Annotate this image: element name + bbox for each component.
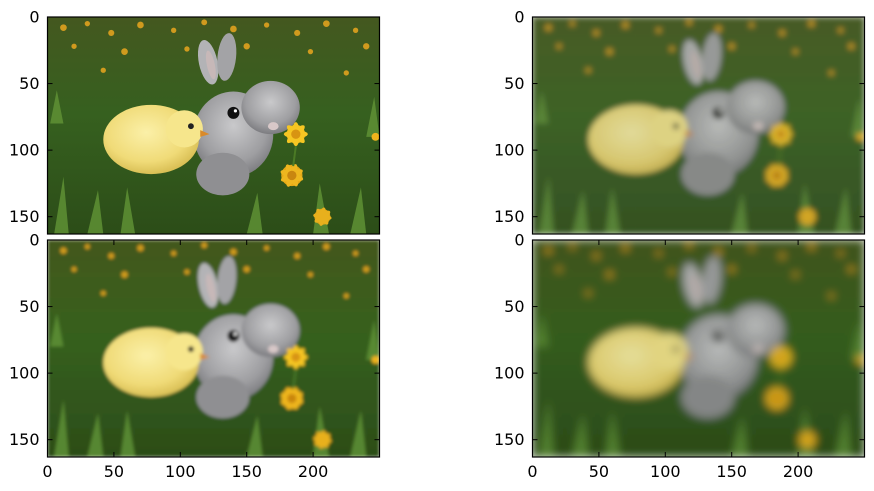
x-axis: 0 50 100 150 200 [42, 240, 328, 481]
axes-frame [46, 239, 381, 458]
x-tick-label: 100 [165, 462, 196, 481]
image-panel-original [47, 17, 380, 234]
x-tick-label: 150 [231, 462, 262, 481]
x-tick-label: 150 [716, 462, 747, 481]
y-tick-label: 100 [494, 364, 525, 383]
axes-frame [46, 16, 381, 235]
y-tick-label: 50 [19, 74, 39, 93]
subplot-bottom-right: 0 50 100 150 0 50 100 150 200 [494, 231, 866, 481]
y-axis: 0 50 100 150 [494, 8, 865, 226]
x-tick-label: 0 [527, 462, 537, 481]
y-tick-label: 50 [504, 297, 524, 316]
x-axis: 0 50 100 150 200 [527, 240, 813, 481]
x-tick-label: 100 [650, 462, 681, 481]
y-tick-label: 150 [494, 430, 525, 449]
subplot-top-left: 0 50 100 150 [9, 8, 381, 235]
y-tick-label: 150 [494, 207, 525, 226]
x-tick-label: 50 [589, 462, 609, 481]
image-panel-smoothed-1 [532, 17, 865, 234]
y-tick-label: 0 [29, 8, 39, 27]
y-tick-label: 150 [9, 430, 40, 449]
subplot-top-right: 0 50 100 150 [494, 8, 866, 235]
y-tick-label: 0 [514, 8, 524, 27]
y-tick-label: 100 [9, 364, 40, 383]
x-tick-label: 200 [783, 462, 814, 481]
y-tick-label: 50 [19, 297, 39, 316]
y-axis: 0 50 100 150 [9, 231, 380, 449]
y-tick-label: 50 [504, 74, 524, 93]
image-panel-smoothed-3 [532, 240, 865, 457]
x-tick-label: 0 [42, 462, 52, 481]
y-tick-label: 0 [514, 231, 524, 250]
y-axis: 0 50 100 150 [494, 231, 865, 449]
axes-frame [531, 239, 866, 458]
y-tick-label: 100 [494, 141, 525, 160]
axes-frame [531, 16, 866, 235]
y-tick-label: 0 [29, 231, 39, 250]
image-panel-smoothed-2 [47, 240, 380, 457]
x-tick-label: 50 [104, 462, 124, 481]
subplot-bottom-left: 0 50 100 150 0 50 100 150 200 [9, 231, 381, 481]
x-tick-label: 200 [298, 462, 329, 481]
y-tick-label: 150 [9, 207, 40, 226]
y-axis: 0 50 100 150 [9, 8, 380, 226]
y-tick-label: 100 [9, 141, 40, 160]
